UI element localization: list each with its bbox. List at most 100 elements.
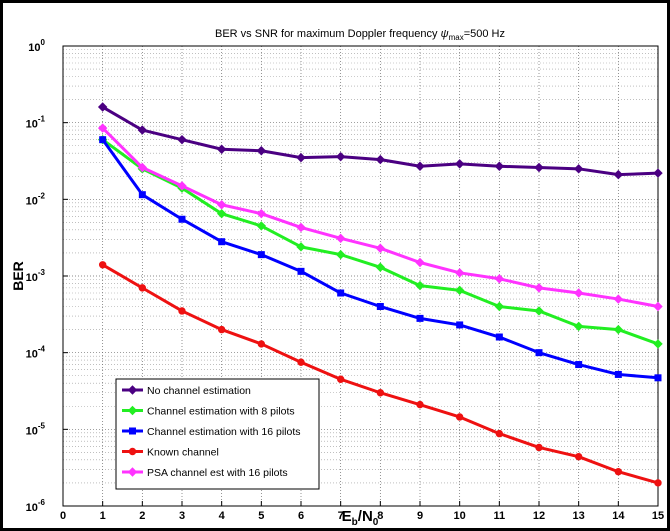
data-point [257,340,266,348]
series-5 [97,123,663,312]
y-tick-label: 10-1 [26,115,46,131]
data-point [654,479,662,487]
x-tick-label: 9 [417,510,423,522]
x-tick-label: 3 [179,510,185,522]
data-point [217,325,226,334]
data-point [653,301,663,312]
data-point [216,200,227,210]
x-tick-labels: 0 1 2 3 4 5 6 7 8 9 10 11 12 13 14 15 [60,501,664,522]
data-point [99,136,107,144]
data-point [335,151,346,162]
x-tick-label: 13 [573,510,585,522]
data-point [178,307,186,315]
legend-label: Channel estimation with 8 pilots [147,406,295,418]
data-point [495,429,504,438]
data-point [575,361,583,369]
data-point [97,102,108,112]
legend-marker [127,467,138,477]
data-point [375,243,386,253]
data-point [653,339,663,349]
legend-item: Channel estimation with 16 pilots [122,426,301,438]
legend-item: PSA channel est with 16 pilots [122,467,288,479]
data-point [296,242,306,252]
legend-marker [129,427,136,435]
series-1 [97,102,663,180]
data-point [177,181,187,191]
y-tick-label: 10-3 [26,268,46,284]
x-tick-label: 12 [533,510,545,522]
y-tick-label: 100 [28,38,45,54]
data-point [654,374,662,382]
data-point [415,280,425,291]
data-point [98,261,107,269]
data-point [653,168,663,178]
data-point [256,146,267,156]
data-point [216,144,227,154]
data-point [336,375,345,383]
data-point [297,267,305,275]
data-point [218,238,226,246]
x-tick-label: 10 [454,510,466,522]
data-point [416,314,424,322]
x-tick-label: 6 [298,510,304,522]
ber-chart: BER vs SNR for maximum Doppler frequency… [10,28,664,528]
data-point [416,400,424,409]
x-tick-label: 1 [100,510,106,522]
data-point [337,289,345,297]
data-point [534,162,544,173]
data-point [216,208,227,219]
data-point [137,162,148,173]
legend-marker [127,405,138,416]
data-point [376,389,385,397]
legend-label: Channel estimation with 16 pilots [147,426,301,438]
legend-marker [128,447,137,456]
data-point [456,321,464,329]
data-point [614,370,622,378]
x-tick-label: 5 [258,510,264,522]
x-tick-label: 8 [377,510,383,522]
data-point [137,125,148,135]
data-point [415,161,425,171]
data-point [573,164,584,174]
data-point [494,301,505,312]
data-point [335,249,346,260]
data-point [177,134,187,145]
series-layer [97,102,663,487]
data-point [455,413,464,421]
y-tick-labels: 100 10-1 10-2 10-3 10-4 10-5 10-6 [26,38,68,514]
legend: No channel estimation Channel estimation … [115,378,320,490]
data-point [138,284,147,292]
data-point [613,324,624,335]
data-point [535,349,543,357]
data-point [573,288,584,298]
x-tick-label: 2 [139,510,145,522]
data-point [535,443,543,452]
data-point [534,283,544,293]
data-point [415,257,425,268]
legend-label: PSA channel est with 16 pilots [147,467,288,479]
series-4 [98,261,662,487]
y-axis-label: BER [10,261,26,291]
data-point [574,452,583,461]
y-tick-label: 10-6 [26,498,46,514]
data-point [256,221,267,231]
data-point [375,154,386,165]
data-point [495,333,503,341]
data-point [573,321,584,332]
data-point [534,306,544,316]
data-point [296,222,306,233]
data-point [256,208,267,219]
data-point [454,159,465,169]
data-point [494,161,505,171]
y-tick-label: 10-5 [26,421,46,437]
legend-item: Known channel [122,447,219,459]
legend-item: Channel estimation with 8 pilots [122,406,295,418]
data-point [375,262,386,272]
data-point [613,169,624,180]
series-3 [99,136,662,382]
x-tick-label: 4 [219,510,226,522]
data-point [376,303,384,311]
data-point [454,268,465,278]
x-tick-label: 15 [652,510,664,522]
